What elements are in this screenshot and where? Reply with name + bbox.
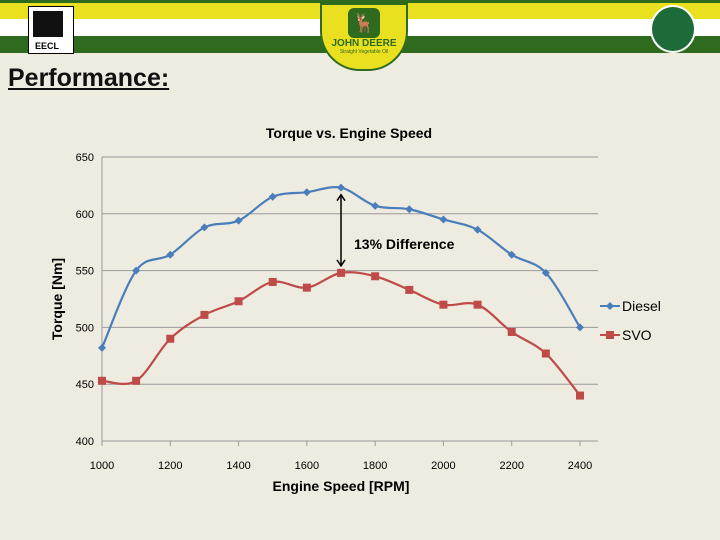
data-point-diesel <box>98 343 106 352</box>
data-point-diesel <box>371 201 380 210</box>
data-point-svo <box>371 272 380 281</box>
x-axis-label: Engine Speed [RPM] <box>273 478 410 494</box>
svo-text: Straight Vegetable Oil <box>339 49 389 55</box>
chart-title: Torque vs. Engine Speed <box>266 125 432 141</box>
eecl-logo-text: EECL <box>35 41 60 51</box>
x-tick-label: 2000 <box>431 460 455 472</box>
x-tick-label: 2400 <box>568 460 592 472</box>
data-point-diesel <box>439 215 448 224</box>
data-point-svo <box>507 327 516 336</box>
data-point-svo <box>541 349 550 358</box>
x-tick-label: 2200 <box>499 460 523 472</box>
x-tick-label: 1200 <box>158 460 182 472</box>
data-point-diesel <box>541 268 550 277</box>
data-point-svo <box>132 376 141 385</box>
eecl-logo: EECL <box>28 6 74 54</box>
data-point-svo <box>200 310 209 319</box>
data-point-diesel <box>268 192 277 201</box>
y-tick-label: 400 <box>76 436 94 448</box>
y-tick-label: 500 <box>76 322 94 334</box>
y-axis-label: Torque [Nm] <box>49 258 65 340</box>
y-tick-label: 450 <box>76 379 94 391</box>
data-point-svo <box>337 268 345 277</box>
x-tick-label: 1800 <box>363 460 387 472</box>
data-point-diesel <box>507 250 516 259</box>
x-tick-label: 1600 <box>295 460 319 472</box>
difference-annotation: 13% Difference <box>354 236 455 252</box>
data-point-svo <box>98 376 106 385</box>
john-deere-text: JOHN DEERE <box>331 38 397 49</box>
data-point-svo <box>302 283 311 292</box>
legend-marker <box>606 331 614 339</box>
data-point-diesel <box>302 188 311 197</box>
y-tick-label: 550 <box>76 266 94 278</box>
legend-label: SVO <box>622 327 652 343</box>
legend-marker <box>606 302 614 310</box>
data-point-svo <box>405 285 414 294</box>
data-point-diesel <box>166 250 175 259</box>
data-point-svo <box>268 277 277 286</box>
john-deere-logo: 🦌 JOHN DEERE Straight Vegetable Oil <box>320 3 408 71</box>
ram-logo <box>650 5 696 53</box>
x-tick-label: 1400 <box>226 460 250 472</box>
data-point-svo <box>166 334 175 343</box>
legend-label: Diesel <box>622 298 661 314</box>
data-point-diesel <box>200 223 209 232</box>
data-point-svo <box>576 391 584 400</box>
header-green-top <box>0 0 720 3</box>
data-point-svo <box>234 297 243 306</box>
data-point-diesel <box>337 183 345 192</box>
data-point-svo <box>473 300 482 309</box>
arrowheads-icon <box>336 193 346 268</box>
data-point-svo <box>439 300 448 309</box>
data-point-diesel <box>405 205 414 214</box>
data-point-diesel <box>576 323 584 332</box>
y-tick-label: 650 <box>76 152 94 164</box>
data-point-diesel <box>234 216 243 225</box>
y-tick-label: 600 <box>76 209 94 221</box>
data-point-diesel <box>132 266 141 275</box>
x-tick-label: 1000 <box>90 460 114 472</box>
data-point-diesel <box>473 225 482 234</box>
deer-icon: 🦌 <box>348 8 380 38</box>
slide-title: Performance: <box>8 64 170 92</box>
